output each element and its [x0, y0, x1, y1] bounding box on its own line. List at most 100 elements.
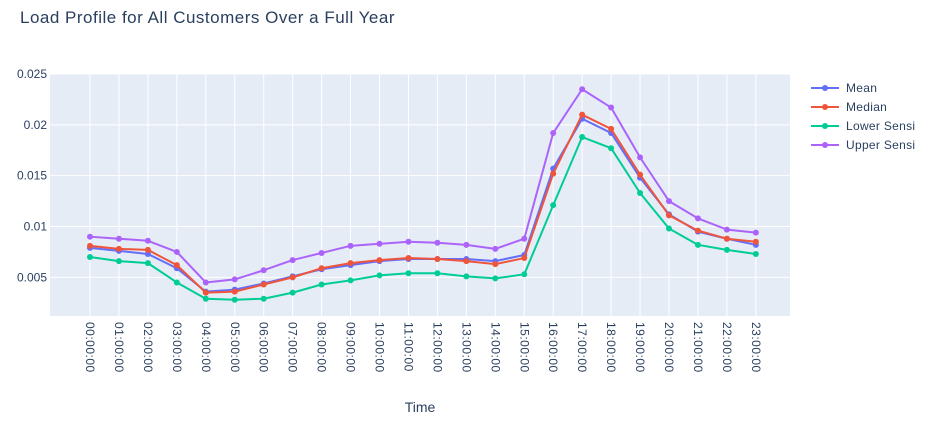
data-point — [376, 272, 383, 279]
data-point — [173, 248, 180, 255]
y-tick-label: 0.015 — [17, 169, 47, 183]
data-point — [723, 235, 730, 242]
x-tick-label: 00:00:00 — [83, 322, 97, 373]
data-point — [434, 256, 441, 263]
data-point — [231, 276, 238, 283]
data-point — [752, 229, 759, 236]
legend-swatch-marker — [822, 85, 828, 91]
y-tick-label: 0.025 — [17, 67, 47, 81]
data-point — [347, 260, 354, 267]
x-tick-label: 19:00:00 — [633, 322, 647, 373]
data-point — [173, 262, 180, 269]
data-point — [579, 134, 586, 141]
data-point — [318, 265, 325, 272]
data-point — [376, 257, 383, 264]
x-tick-label: 08:00:00 — [315, 322, 329, 373]
x-tick-label: 06:00:00 — [257, 322, 271, 373]
data-point — [752, 238, 759, 245]
data-point — [405, 238, 412, 245]
data-point — [637, 154, 644, 161]
x-axis-ticks: 00:00:00 01:00:00 02:00:00 03:00:00 04:00:00… — [83, 322, 763, 373]
x-tick-label: 04:00:00 — [199, 322, 213, 373]
y-axis-ticks: 0.005 0.01 0.015 0.02 0.025 — [17, 67, 47, 284]
data-point — [463, 241, 470, 248]
data-point — [231, 296, 238, 303]
data-point — [405, 255, 412, 262]
x-tick-label: 10:00:00 — [373, 322, 387, 373]
data-point — [87, 242, 93, 249]
data-point — [521, 235, 528, 242]
data-point — [521, 271, 528, 278]
data-point — [608, 145, 615, 152]
x-tick-label: 21:00:00 — [691, 322, 705, 373]
legend-label: Median — [846, 100, 887, 114]
data-point — [318, 249, 325, 256]
data-point — [202, 279, 209, 286]
legend-item[interactable]: Lower Sensi — [811, 119, 915, 133]
data-point — [550, 170, 557, 177]
x-tick-label: 23:00:00 — [749, 322, 763, 373]
data-point — [376, 240, 383, 247]
data-point — [492, 245, 499, 252]
series-line — [89, 136, 756, 301]
data-point — [144, 260, 151, 267]
data-point — [492, 275, 499, 282]
data-point — [463, 258, 470, 265]
x-tick-label: 03:00:00 — [170, 322, 184, 373]
x-tick-label: 20:00:00 — [662, 322, 676, 373]
x-tick-label: 18:00:00 — [604, 322, 618, 373]
data-point — [521, 255, 528, 262]
y-tick-label: 0.005 — [17, 270, 47, 284]
x-tick-label: 14:00:00 — [488, 322, 502, 373]
y-tick-label: 0.01 — [24, 220, 48, 234]
legend-label: Upper Sensi — [846, 138, 915, 152]
data-point — [87, 254, 93, 261]
data-point — [144, 246, 151, 253]
data-point — [666, 212, 672, 219]
series-lower-sensitivity — [87, 134, 759, 303]
x-tick-label: 22:00:00 — [720, 322, 734, 373]
x-tick-label: 16:00:00 — [546, 322, 560, 373]
plot-background — [50, 74, 790, 316]
data-point — [694, 227, 701, 234]
x-tick-label: 01:00:00 — [112, 322, 126, 373]
data-point — [231, 288, 238, 295]
x-tick-label: 02:00:00 — [141, 322, 155, 373]
data-point — [637, 171, 644, 178]
series-line — [89, 88, 756, 284]
data-point — [260, 281, 267, 288]
data-point — [173, 279, 180, 286]
data-point — [434, 270, 441, 277]
data-point — [694, 241, 701, 248]
data-point — [637, 189, 644, 196]
data-point — [115, 258, 122, 265]
data-point — [666, 225, 672, 232]
data-point — [463, 273, 470, 280]
data-point — [405, 270, 412, 277]
data-point — [87, 233, 93, 240]
y-tick-label: 0.02 — [24, 118, 48, 132]
legend-item[interactable]: Median — [811, 100, 887, 114]
legend-swatch-marker — [822, 123, 828, 129]
data-point — [694, 215, 701, 222]
data-point — [347, 242, 354, 249]
data-point — [202, 295, 209, 302]
x-axis-title: Time — [405, 399, 436, 415]
data-point — [550, 129, 557, 136]
legend-swatch-marker — [822, 142, 828, 148]
x-tick-label: 11:00:00 — [401, 322, 415, 372]
data-point — [289, 274, 296, 281]
data-point — [579, 86, 586, 93]
data-point — [752, 250, 759, 257]
data-point — [260, 267, 267, 274]
data-point — [434, 239, 441, 246]
series-layer — [87, 86, 759, 303]
data-point — [608, 104, 615, 111]
x-tick-label: 09:00:00 — [344, 322, 358, 373]
data-point — [115, 235, 122, 242]
data-point — [144, 237, 151, 244]
legend-item[interactable]: Mean — [811, 81, 877, 95]
legend-item[interactable]: Upper Sensi — [811, 138, 915, 152]
legend[interactable]: Mean Median Lower Sensi Upper Sensi — [811, 81, 915, 152]
